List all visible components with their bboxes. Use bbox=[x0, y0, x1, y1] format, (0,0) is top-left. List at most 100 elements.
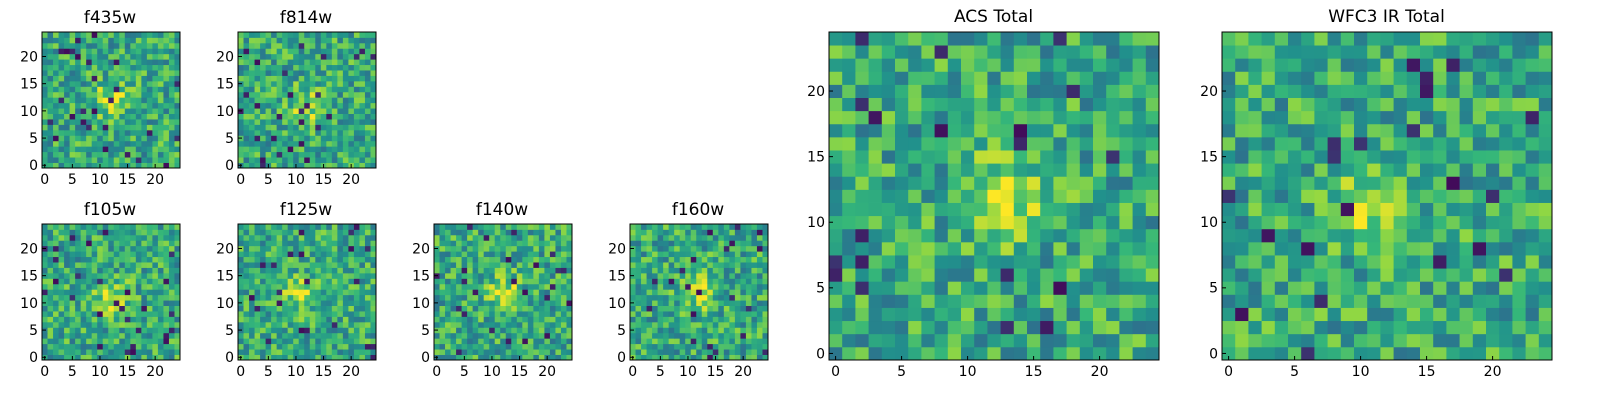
heatmap-cell bbox=[538, 289, 545, 296]
heatmap-cell bbox=[342, 48, 349, 55]
heatmap-cell bbox=[47, 343, 54, 350]
heatmap-cell bbox=[1301, 320, 1315, 335]
heatmap-cell bbox=[566, 338, 573, 345]
heatmap-cell bbox=[641, 272, 647, 279]
heatmap-cell bbox=[348, 108, 355, 114]
heatmap-cell bbox=[75, 349, 82, 355]
heatmap-cell bbox=[102, 140, 109, 147]
heatmap-cell bbox=[1274, 189, 1289, 203]
heatmap-cell bbox=[64, 262, 70, 268]
heatmap-cell bbox=[707, 256, 714, 263]
heatmap-cell bbox=[146, 332, 153, 339]
heatmap-cell bbox=[69, 234, 76, 241]
heatmap-cell bbox=[249, 256, 255, 263]
heatmap-cell bbox=[304, 53, 311, 60]
heatmap-cell bbox=[630, 262, 636, 268]
heatmap-cell bbox=[630, 332, 636, 339]
heatmap-cell bbox=[1106, 215, 1120, 230]
heatmap-cell bbox=[146, 278, 153, 285]
heatmap-cell bbox=[102, 91, 109, 98]
heatmap-cell bbox=[566, 278, 573, 285]
heatmap-cell bbox=[152, 32, 159, 38]
heatmap-cell bbox=[745, 234, 752, 241]
heatmap-cell bbox=[124, 262, 131, 268]
heatmap-cell bbox=[124, 234, 131, 241]
heatmap-cell bbox=[124, 135, 131, 142]
heatmap-cell bbox=[113, 113, 120, 120]
y-tick-label: 20 bbox=[20, 49, 38, 65]
heatmap-cell bbox=[271, 97, 278, 104]
heatmap-cell bbox=[718, 289, 725, 296]
heatmap-cell bbox=[42, 338, 48, 345]
heatmap-cell bbox=[75, 32, 82, 38]
heatmap-cell bbox=[456, 278, 462, 285]
heatmap-cell bbox=[157, 267, 164, 274]
heatmap-cell bbox=[1433, 189, 1447, 203]
heatmap-cell bbox=[337, 32, 344, 38]
heatmap-cell bbox=[271, 119, 278, 125]
heatmap-cell bbox=[102, 262, 109, 268]
heatmap-cell bbox=[119, 343, 126, 350]
heatmap-cell bbox=[566, 262, 573, 268]
heatmap-cell bbox=[108, 272, 115, 279]
heatmap-cell bbox=[47, 267, 54, 274]
heatmap-cell bbox=[152, 42, 159, 49]
heatmap-cell bbox=[265, 267, 272, 274]
heatmap-cell bbox=[146, 311, 153, 317]
heatmap-cell bbox=[630, 251, 636, 258]
heatmap-cell bbox=[320, 294, 327, 301]
heatmap-cell bbox=[86, 70, 93, 76]
heatmap-cell bbox=[320, 289, 327, 296]
heatmap-cell bbox=[152, 146, 159, 153]
heatmap-cell bbox=[75, 327, 82, 334]
heatmap-cell bbox=[450, 262, 457, 268]
heatmap-cell bbox=[265, 321, 272, 328]
heatmap-cell bbox=[370, 240, 377, 247]
heatmap-cell bbox=[1499, 281, 1513, 295]
heatmap-cell bbox=[238, 37, 244, 44]
heatmap-cell bbox=[157, 349, 164, 355]
heatmap-cell bbox=[1288, 346, 1302, 361]
heatmap-cell bbox=[97, 119, 104, 125]
heatmap-cell bbox=[1222, 294, 1236, 308]
heatmap-cell bbox=[80, 91, 87, 98]
heatmap-cell bbox=[64, 140, 70, 147]
heatmap-cell bbox=[734, 300, 741, 306]
heatmap-cell bbox=[723, 300, 730, 306]
heatmap-cell bbox=[483, 256, 490, 263]
heatmap-cell bbox=[1079, 228, 1094, 243]
heatmap-cell bbox=[445, 327, 451, 334]
heatmap-cell bbox=[53, 157, 59, 163]
heatmap-cell bbox=[505, 300, 512, 306]
heatmap-cell bbox=[69, 338, 76, 345]
heatmap-cell bbox=[113, 119, 120, 125]
heatmap-cell bbox=[855, 281, 869, 295]
heatmap-cell bbox=[315, 146, 322, 153]
heatmap-cell bbox=[254, 162, 261, 169]
heatmap-cell bbox=[130, 32, 137, 38]
heatmap-cell bbox=[478, 305, 485, 312]
heatmap-cell bbox=[108, 294, 115, 301]
heatmap-cell bbox=[641, 256, 647, 263]
heatmap-cell bbox=[1367, 228, 1381, 243]
heatmap-cell bbox=[75, 97, 82, 104]
heatmap-cell bbox=[1145, 281, 1160, 295]
heatmap-cell bbox=[729, 267, 736, 274]
heatmap-cell bbox=[1314, 163, 1328, 177]
heatmap-cell bbox=[1079, 189, 1094, 203]
heatmap-cell bbox=[987, 320, 1001, 335]
heatmap-cell bbox=[359, 70, 366, 76]
heatmap-cell bbox=[445, 240, 451, 247]
heatmap-cell bbox=[908, 176, 922, 190]
heatmap-cell bbox=[829, 150, 843, 164]
heatmap-cell bbox=[102, 240, 109, 247]
heatmap-cell bbox=[359, 37, 366, 44]
heatmap-cell bbox=[555, 245, 562, 252]
heatmap-cell bbox=[987, 58, 1001, 72]
heatmap-cell bbox=[1079, 176, 1094, 190]
heatmap-cell bbox=[47, 338, 54, 345]
heatmap-cell bbox=[91, 53, 98, 60]
heatmap-cell bbox=[130, 321, 137, 328]
heatmap-cell bbox=[734, 332, 741, 339]
heatmap-cell bbox=[1486, 333, 1500, 348]
